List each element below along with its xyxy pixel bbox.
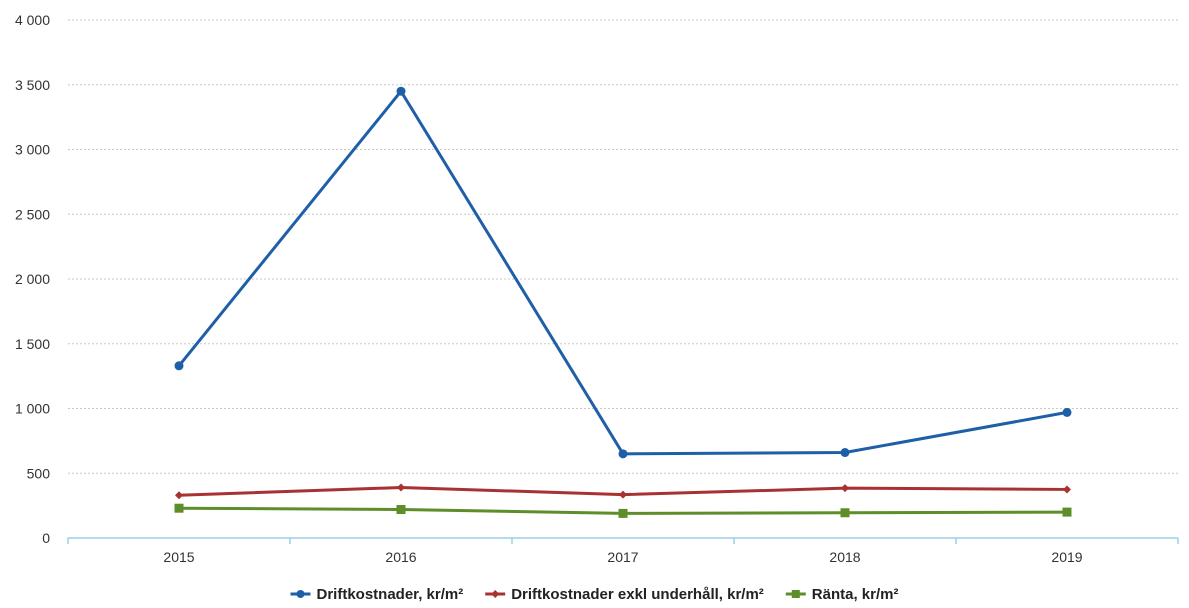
legend-label: Driftkostnader exkl underhåll, kr/m² — [511, 586, 764, 603]
x-tick-label: 2015 — [163, 549, 194, 565]
x-tick-label: 2019 — [1051, 549, 1082, 565]
data-point — [841, 484, 849, 492]
y-tick-label: 0 — [42, 530, 50, 546]
data-point — [175, 504, 184, 513]
data-point — [175, 491, 183, 499]
data-point — [397, 505, 406, 514]
data-point — [297, 590, 305, 598]
legend-label: Driftkostnader, kr/m² — [317, 586, 464, 603]
legend: Driftkostnader, kr/m² Driftkostnader exkl… — [291, 586, 899, 603]
legend-item-1: Driftkostnader, kr/m² — [291, 586, 464, 603]
series-lines — [175, 87, 1072, 518]
x-tick-label: 2018 — [829, 549, 860, 565]
legend-label: Ränta, kr/m² — [812, 586, 899, 603]
data-point — [619, 449, 628, 458]
data-point — [175, 361, 184, 370]
data-point — [1063, 408, 1072, 417]
data-point — [619, 509, 628, 518]
y-tick-label: 3 000 — [15, 142, 50, 158]
x-tick-label: 2016 — [385, 549, 416, 565]
axes — [68, 538, 1178, 544]
series-3 — [175, 504, 1072, 518]
data-point — [491, 590, 499, 598]
series-line — [179, 91, 1067, 454]
legend-item-2: Driftkostnader exkl underhåll, kr/m² — [485, 586, 764, 603]
data-point — [397, 483, 405, 491]
series-1 — [175, 87, 1072, 459]
y-tick-label: 1 000 — [15, 401, 50, 417]
y-tick-label: 500 — [27, 465, 51, 481]
series-2 — [175, 483, 1071, 499]
y-tick-labels: 0 500 1 000 1 500 2 000 2 500 3 000 3 500 4 000 — [15, 12, 50, 546]
y-tick-label: 3 500 — [15, 77, 50, 93]
y-tick-label: 1 500 — [15, 336, 50, 352]
legend-item-3: Ränta, kr/m² — [786, 586, 899, 603]
data-point — [1063, 508, 1072, 517]
y-tick-label: 2 000 — [15, 271, 50, 287]
y-tick-label: 4 000 — [15, 12, 50, 28]
data-point — [841, 508, 850, 517]
grid — [68, 20, 1178, 473]
x-tick-label: 2017 — [607, 549, 638, 565]
x-tick-labels: 2015 2016 2017 2018 2019 — [163, 549, 1082, 565]
data-point — [841, 448, 850, 457]
data-point — [792, 590, 800, 598]
data-point — [619, 491, 627, 499]
data-point — [397, 87, 406, 96]
y-tick-label: 2 500 — [15, 206, 50, 222]
data-point — [1063, 485, 1071, 493]
